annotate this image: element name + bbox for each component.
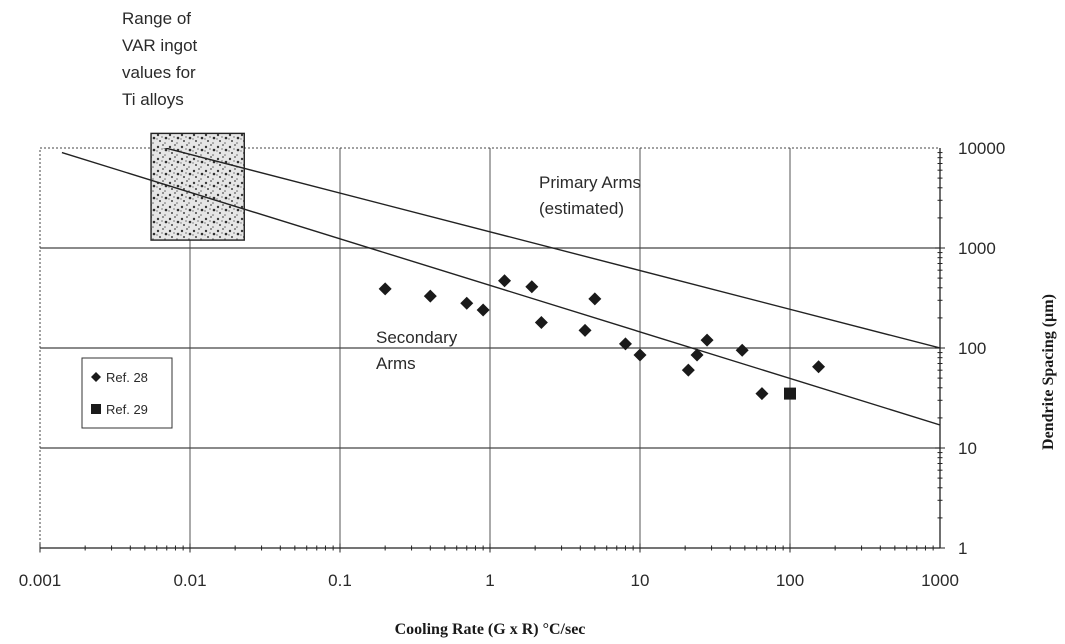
data-point-diamond [681, 363, 695, 377]
legend-square-marker [91, 404, 101, 414]
data-point-diamond [735, 343, 749, 357]
x-tick-label: 0.01 [173, 571, 206, 590]
data-point-diamond [700, 333, 714, 347]
legend-diamond-marker [91, 372, 101, 382]
var-range-rect [150, 132, 245, 241]
data-point-diamond [633, 348, 647, 362]
data-point-diamond [534, 315, 548, 329]
x-tick-label: 10 [631, 571, 650, 590]
y-tick-label: 100 [958, 339, 986, 358]
y-axis: 10000 1000 100 10 1 [935, 139, 1005, 558]
y-axis-title: Dendrite Spacing (µm) [1040, 294, 1057, 450]
data-point-square [784, 387, 796, 400]
y-tick-label: 10000 [958, 139, 1005, 158]
trend-line-secondary-arms [61, 151, 940, 426]
annotation-range-line: Range of [122, 9, 191, 28]
grid-lines [40, 148, 940, 548]
data-point-diamond [423, 289, 437, 303]
annotation-secondary-arms: Secondary Arms [376, 328, 462, 373]
trend-line-primary-arms [162, 148, 940, 349]
legend-label-ref28: Ref. 28 [106, 370, 148, 385]
y-tick-label: 1 [958, 539, 967, 558]
data-point-diamond [578, 323, 592, 337]
x-tick-label: 0.001 [19, 571, 62, 590]
annotation-primary-line: Primary Arms [539, 173, 641, 192]
x-tick-label: 1000 [921, 571, 959, 590]
x-tick-label: 0.1 [328, 571, 352, 590]
annotation-secondary-line: Secondary [376, 328, 458, 347]
annotation-range-line: Ti alloys [122, 90, 184, 109]
legend: Ref. 28 Ref. 29 [81, 357, 173, 429]
data-point-diamond [618, 337, 632, 351]
trend-lines [61, 148, 940, 426]
data-point-diamond [525, 280, 539, 294]
data-point-diamond [588, 292, 602, 306]
data-point-diamond [690, 348, 704, 362]
annotation-range-line: values for [122, 63, 196, 82]
data-point-diamond [460, 296, 474, 310]
data-point-diamond [476, 303, 490, 317]
data-point-diamond [378, 282, 392, 296]
data-point-diamond [755, 387, 769, 401]
annotation-primary-line: (estimated) [539, 199, 624, 218]
data-points [378, 274, 826, 401]
annotation-range: Range of VAR ingot values for Ti alloys [122, 9, 202, 109]
y-tick-label: 1000 [958, 239, 996, 258]
annotation-secondary-line: Arms [376, 354, 416, 373]
legend-label-ref29: Ref. 29 [106, 402, 148, 417]
x-axis: 0.001 0.01 0.1 1 10 100 1000 [19, 543, 959, 590]
annotations: Range of VAR ingot values for Ti alloys … [122, 9, 646, 373]
x-tick-label: 100 [776, 571, 804, 590]
var-range-box [150, 132, 245, 241]
y-tick-label: 10 [958, 439, 977, 458]
annotation-range-line: VAR ingot [122, 36, 198, 55]
data-point-diamond [812, 360, 826, 374]
data-point-diamond [498, 274, 512, 288]
annotation-primary-arms: Primary Arms (estimated) [539, 173, 646, 218]
legend-box [81, 357, 173, 429]
x-axis-title: Cooling Rate (G x R) °C/sec [395, 621, 586, 638]
x-tick-label: 1 [485, 571, 494, 590]
